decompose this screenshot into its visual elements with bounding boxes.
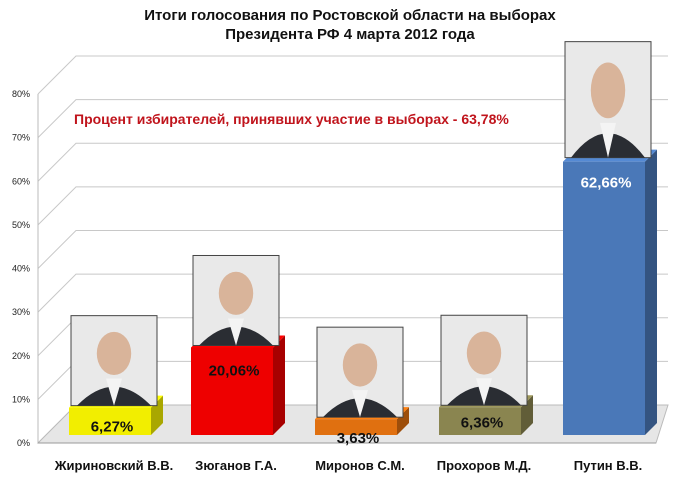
data-label: 62,66% (581, 175, 632, 192)
y-tick-label: 0% (17, 438, 30, 448)
bar (191, 347, 273, 435)
gridline (37, 273, 668, 313)
bar (315, 419, 397, 435)
x-tick-label: Миронов С.М. (315, 458, 405, 473)
data-label: 6,36% (461, 414, 504, 431)
x-tick-label: Прохоров М.Д. (437, 458, 532, 473)
y-tick-label: 30% (12, 307, 30, 317)
gridline (37, 186, 668, 226)
x-tick-label: Жириновский В.В. (54, 458, 173, 473)
y-tick-label: 50% (12, 220, 30, 230)
y-tick-label: 70% (12, 133, 30, 143)
gridline (37, 55, 668, 95)
bar (69, 407, 151, 435)
y-tick-label: 60% (12, 176, 30, 186)
bar-side (397, 407, 409, 435)
bar-side (645, 149, 657, 435)
portrait-photo (564, 41, 652, 159)
y-tick-label: 20% (12, 351, 30, 361)
portrait-photo (316, 326, 404, 418)
data-label: 3,63% (337, 430, 380, 447)
gridline (37, 99, 668, 138)
x-tick-label: Путин В.В. (574, 458, 643, 473)
portrait-photo (192, 254, 280, 346)
bar-side (273, 335, 285, 435)
gridline (37, 142, 668, 182)
data-label: 6,27% (91, 419, 134, 436)
data-label: 20,06% (209, 362, 260, 379)
y-tick-label: 10% (12, 394, 30, 404)
y-tick-label: 80% (12, 89, 30, 99)
bar (439, 407, 521, 435)
chart-title: Итоги голосования по Ростовской области … (144, 7, 556, 24)
portrait-photo (440, 314, 528, 406)
gridline (37, 230, 668, 269)
bar (563, 161, 645, 435)
x-tick-label: Зюганов Г.А. (195, 458, 277, 473)
turnout-annotation: Процент избирателей, принявших участие в… (74, 111, 509, 127)
y-tick-label: 40% (12, 264, 30, 274)
chart-subtitle: Президента РФ 4 марта 2012 года (225, 26, 475, 43)
portrait-photo (70, 315, 158, 407)
